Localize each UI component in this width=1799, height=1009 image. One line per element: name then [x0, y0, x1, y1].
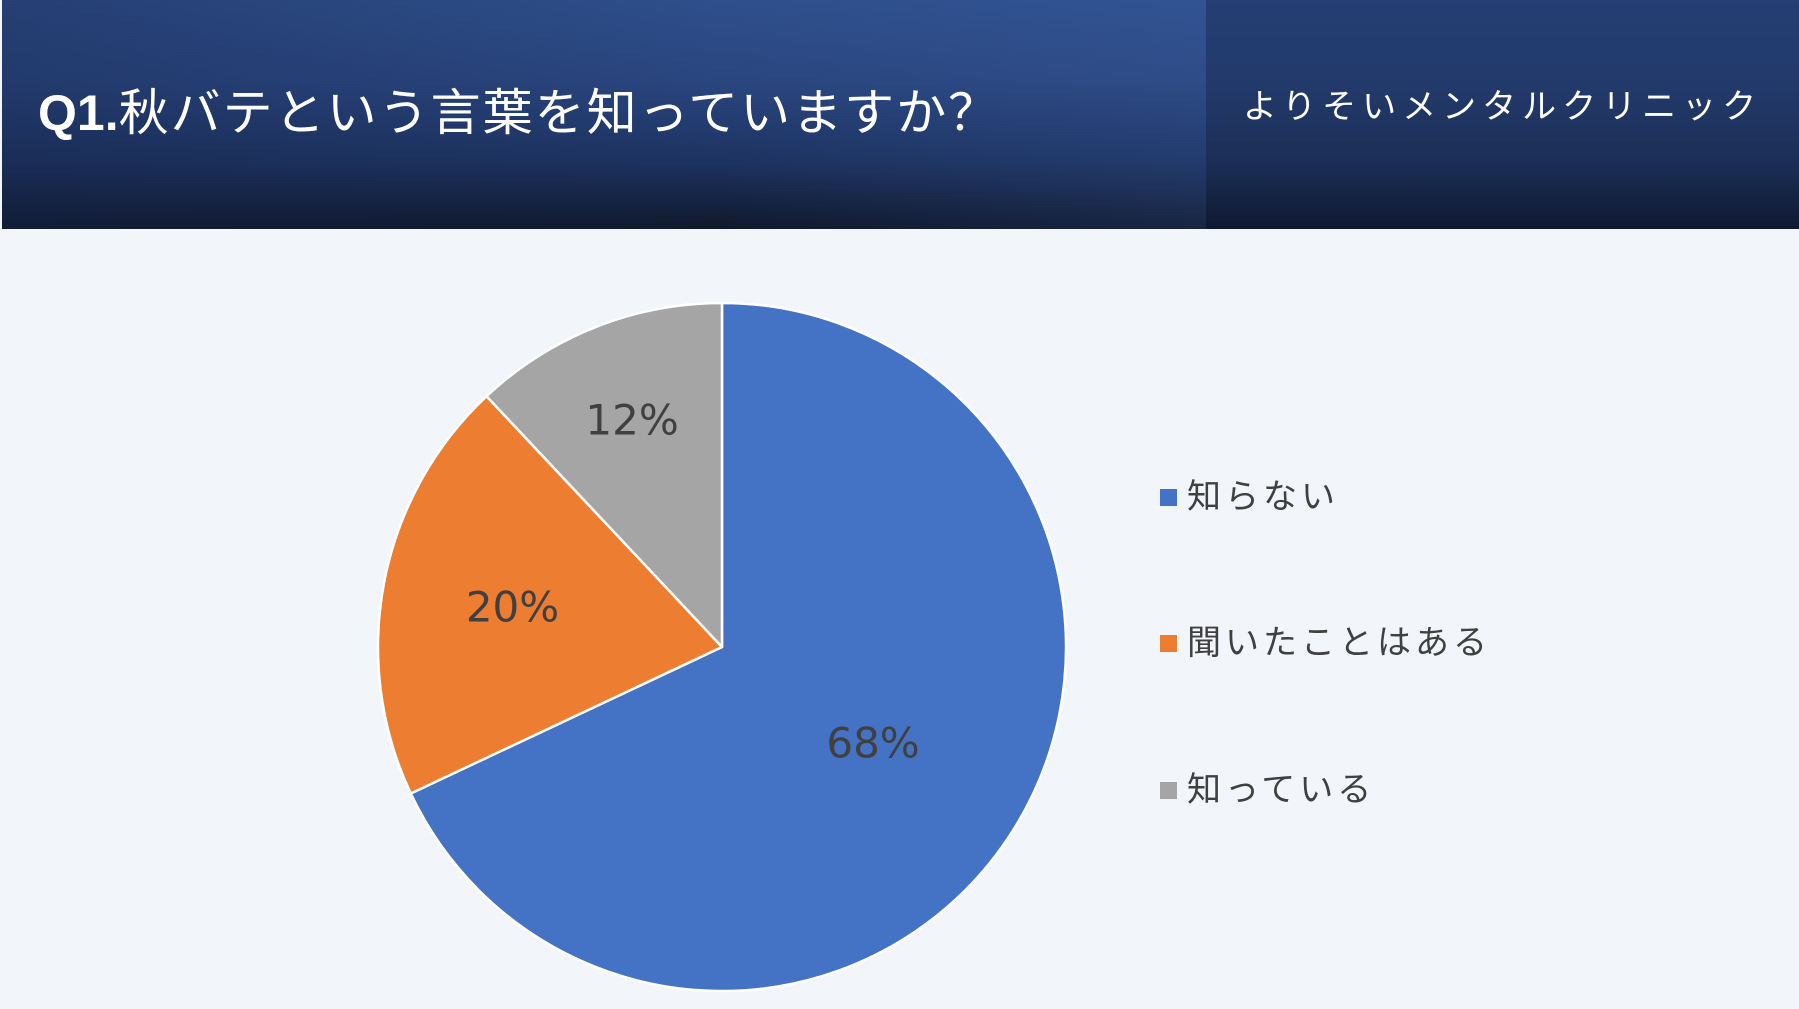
clinic-name: よりそいメンタルクリニック — [1242, 87, 1763, 127]
header-side-panel — [1206, 0, 1799, 229]
pie-slice-shiranai — [409, 301, 1068, 993]
question-text: 秋バテという言葉を知っていますか？ — [118, 84, 1001, 142]
legend-item-shitte-iru: 知っている — [1160, 768, 1375, 812]
question-number: Q1. — [38, 85, 119, 141]
pie-slice-kiita-koto-wa-aru — [376, 394, 724, 795]
legend-swatch-gray — [1160, 781, 1177, 799]
legend-swatch-orange — [1160, 634, 1177, 652]
data-label-kiita-koto-wa-aru: 20% — [466, 583, 559, 632]
legend-label: 知らない — [1187, 477, 1339, 517]
pie-slice-shitte-iru — [485, 301, 724, 649]
page-title: Q1.秋バテという言葉を知っていますか？ — [38, 78, 1000, 148]
legend-item-shiranai: 知らない — [1160, 475, 1339, 519]
legend-item-kiita-koto-wa-aru: 聞いたことはある — [1160, 621, 1491, 665]
legend-swatch-blue — [1160, 488, 1177, 506]
data-label-shitte-iru: 12% — [585, 395, 678, 444]
data-label-shiranai: 68% — [826, 718, 919, 767]
header-banner — [2, 0, 1206, 229]
legend-label: 知っている — [1187, 770, 1376, 810]
legend-label: 聞いたことはある — [1187, 623, 1491, 663]
